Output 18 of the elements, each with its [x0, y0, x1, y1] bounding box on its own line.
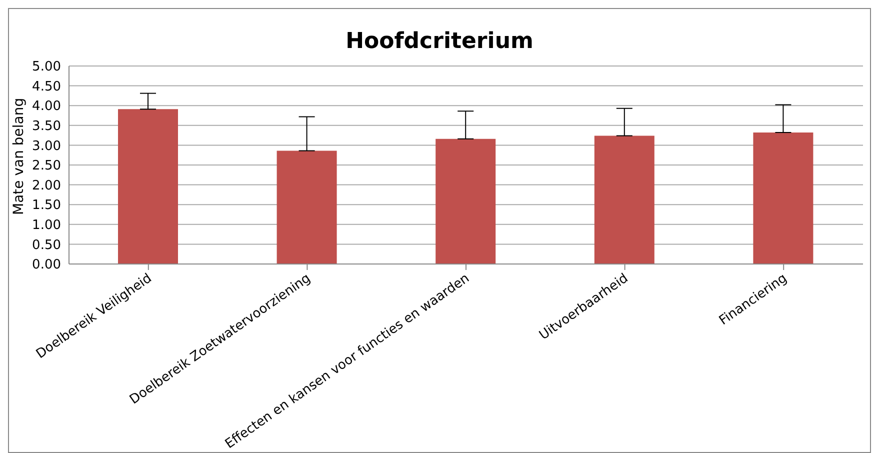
y-tick-label: 1.50 — [32, 198, 61, 214]
chart-title: Hoofdcriterium — [344, 29, 534, 54]
bar — [594, 136, 654, 264]
bar — [753, 132, 814, 264]
y-tick-label: 4.00 — [32, 99, 61, 114]
bar — [436, 138, 496, 264]
y-tick-label: 2.50 — [32, 158, 61, 174]
y-tick-label: 3.50 — [32, 119, 61, 134]
y-tick-label: 3.00 — [32, 138, 61, 154]
y-tick-label: 0.50 — [32, 238, 61, 253]
y-tick-label: 4.50 — [32, 79, 61, 94]
y-tick-label: 2.00 — [32, 178, 61, 194]
y-tick-label: 1.00 — [32, 218, 61, 234]
y-tick-label: 5.00 — [32, 60, 61, 75]
y-axis-title: Mate van belang — [10, 98, 27, 215]
bar — [118, 109, 178, 264]
y-tick-label: 0.00 — [32, 258, 61, 273]
bar — [276, 150, 337, 264]
